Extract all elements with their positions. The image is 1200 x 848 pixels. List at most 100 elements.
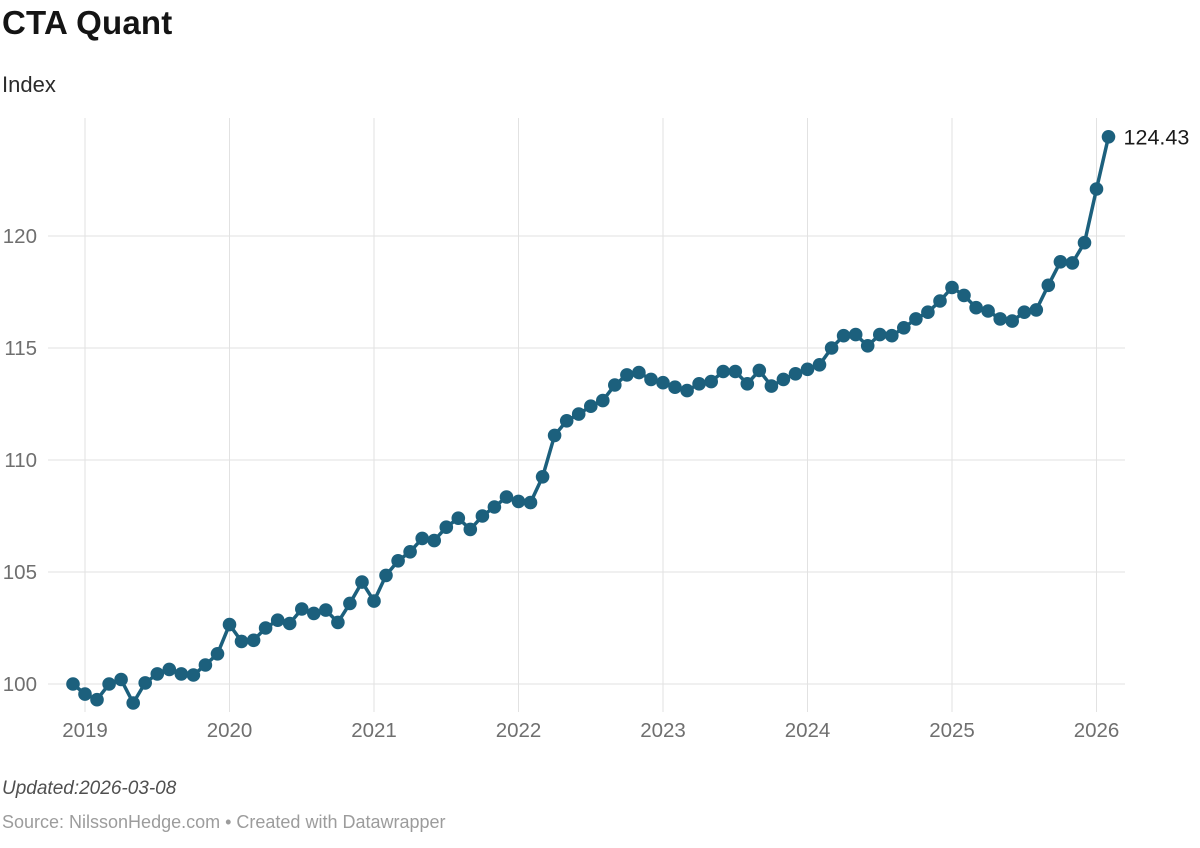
data-point[interactable] bbox=[331, 615, 345, 630]
data-point[interactable] bbox=[836, 328, 851, 343]
data-point[interactable] bbox=[403, 545, 417, 559]
data-point[interactable] bbox=[475, 509, 490, 523]
data-point[interactable] bbox=[620, 368, 634, 382]
data-point[interactable] bbox=[1077, 235, 1092, 250]
data-point[interactable] bbox=[704, 374, 718, 389]
last-value-label: 124.43 bbox=[1124, 125, 1190, 149]
data-point[interactable] bbox=[138, 676, 152, 690]
data-point[interactable] bbox=[848, 327, 863, 342]
data-point[interactable] bbox=[873, 327, 887, 342]
data-point[interactable] bbox=[174, 667, 189, 681]
data-point[interactable] bbox=[885, 328, 899, 343]
data-point[interactable] bbox=[66, 677, 80, 691]
data-point[interactable] bbox=[307, 606, 321, 621]
data-point[interactable] bbox=[776, 372, 791, 387]
x-tick-label: 2024 bbox=[785, 719, 831, 742]
data-point[interactable] bbox=[150, 667, 165, 681]
data-point[interactable] bbox=[1053, 254, 1068, 269]
data-point[interactable] bbox=[644, 372, 658, 387]
data-point[interactable] bbox=[559, 414, 574, 428]
data-point[interactable] bbox=[114, 672, 128, 687]
data-point[interactable] bbox=[921, 305, 935, 320]
data-point[interactable] bbox=[427, 533, 442, 548]
data-point[interactable] bbox=[439, 520, 454, 534]
data-point[interactable] bbox=[78, 687, 92, 701]
data-point[interactable] bbox=[415, 531, 430, 546]
data-point[interactable] bbox=[909, 312, 923, 326]
data-point[interactable] bbox=[523, 495, 538, 510]
chart-title: CTA Quant bbox=[2, 4, 173, 41]
data-point[interactable] bbox=[680, 383, 694, 398]
data-point[interactable] bbox=[270, 613, 285, 627]
data-point[interactable] bbox=[584, 399, 598, 414]
data-point[interactable] bbox=[186, 668, 201, 682]
data-point[interactable] bbox=[957, 288, 971, 303]
data-point[interactable] bbox=[668, 380, 682, 395]
x-tick-label: 2022 bbox=[496, 719, 542, 742]
data-point[interactable] bbox=[379, 568, 393, 583]
data-point[interactable] bbox=[487, 500, 502, 514]
data-point[interactable] bbox=[90, 692, 104, 707]
data-point[interactable] bbox=[945, 280, 959, 295]
data-point[interactable] bbox=[1065, 256, 1080, 270]
data-point[interactable] bbox=[728, 364, 743, 379]
data-point[interactable] bbox=[319, 603, 333, 617]
data-point[interactable] bbox=[764, 379, 779, 393]
data-point[interactable] bbox=[222, 617, 237, 632]
data-point[interactable] bbox=[800, 362, 815, 377]
data-point[interactable] bbox=[981, 304, 995, 318]
data-point[interactable] bbox=[198, 658, 213, 672]
data-point[interactable] bbox=[355, 575, 369, 589]
updated-note: Updated:2026-03-08 bbox=[2, 778, 177, 799]
chart-svg: 100 105 110 115 120 2019 2020 2021 2022 2023 2024 2… bbox=[3, 118, 1190, 742]
data-point[interactable] bbox=[234, 634, 249, 649]
data-point[interactable] bbox=[1041, 278, 1056, 293]
data-point[interactable] bbox=[499, 490, 514, 504]
data-point[interactable] bbox=[656, 375, 670, 390]
data-point[interactable] bbox=[367, 594, 381, 608]
data-point[interactable] bbox=[126, 696, 140, 710]
data-point[interactable] bbox=[1017, 305, 1032, 320]
x-tick-label: 2020 bbox=[207, 719, 253, 742]
data-point[interactable] bbox=[451, 511, 466, 525]
data-point[interactable] bbox=[295, 602, 309, 616]
data-point[interactable] bbox=[716, 364, 730, 379]
data-point[interactable] bbox=[210, 647, 225, 661]
data-point[interactable] bbox=[897, 321, 911, 335]
data-point[interactable] bbox=[1005, 314, 1019, 328]
data-point[interactable] bbox=[258, 621, 273, 635]
data-point[interactable] bbox=[824, 341, 839, 355]
data-point[interactable] bbox=[860, 339, 875, 353]
data-point[interactable] bbox=[162, 662, 177, 677]
data-point[interactable] bbox=[463, 522, 478, 537]
x-tick-label: 2021 bbox=[351, 719, 397, 742]
data-point[interactable] bbox=[933, 294, 947, 308]
data-point[interactable] bbox=[788, 367, 803, 381]
data-point[interactable] bbox=[812, 358, 827, 372]
x-tick-label: 2023 bbox=[640, 719, 686, 742]
data-point[interactable] bbox=[692, 377, 706, 391]
data-point[interactable] bbox=[571, 407, 586, 421]
data-point[interactable] bbox=[993, 312, 1007, 326]
data-point[interactable] bbox=[740, 377, 755, 391]
data-point[interactable] bbox=[1089, 182, 1104, 196]
x-tick-label: 2019 bbox=[62, 719, 108, 742]
data-point[interactable] bbox=[596, 393, 610, 408]
data-point[interactable] bbox=[1101, 130, 1116, 144]
data-point[interactable] bbox=[547, 428, 562, 443]
y-tick-label: 100 bbox=[3, 673, 37, 696]
data-point[interactable] bbox=[969, 300, 983, 315]
data-point[interactable] bbox=[632, 365, 646, 380]
data-point[interactable] bbox=[391, 554, 405, 568]
chart-subtitle: Index bbox=[2, 72, 56, 97]
data-point[interactable] bbox=[752, 363, 767, 378]
data-point[interactable] bbox=[246, 633, 261, 648]
data-point[interactable] bbox=[102, 677, 116, 691]
data-point[interactable] bbox=[511, 494, 526, 509]
y-tick-label: 110 bbox=[4, 449, 37, 472]
data-point[interactable] bbox=[535, 470, 550, 484]
data-point[interactable] bbox=[343, 596, 357, 611]
data-point[interactable] bbox=[282, 616, 297, 631]
data-point[interactable] bbox=[1029, 303, 1044, 317]
data-point[interactable] bbox=[608, 378, 622, 392]
